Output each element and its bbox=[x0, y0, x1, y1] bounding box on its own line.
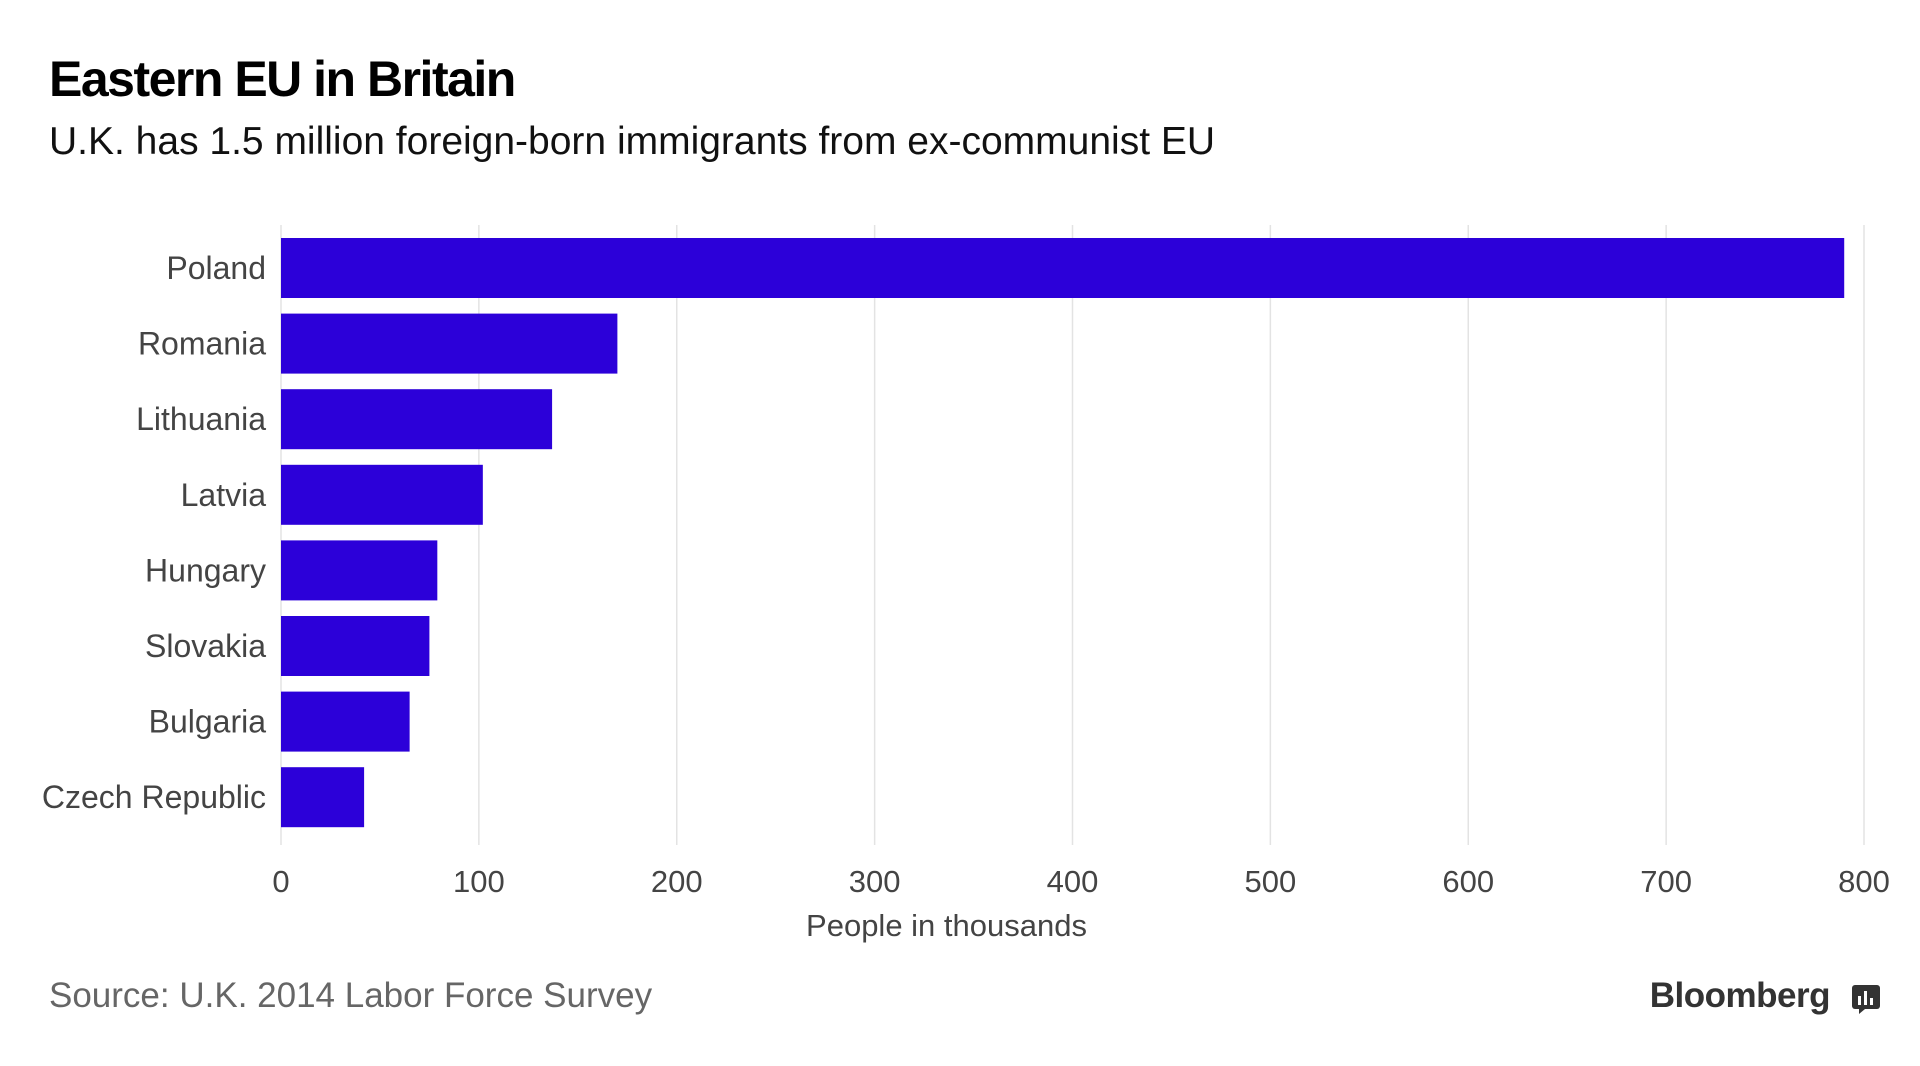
category-label: Slovakia bbox=[145, 628, 266, 664]
x-axis-label: People in thousands bbox=[806, 908, 1087, 943]
brand-logo: Bloomberg bbox=[1649, 976, 1831, 1015]
bar-bulgaria bbox=[281, 691, 410, 752]
bar-chart: 0 100 200 300 400 500 600 700 800 Poland Romania Li… bbox=[42, 225, 1890, 943]
x-tick-label: 500 bbox=[1245, 864, 1297, 899]
chart-subtitle: U.K. has 1.5 million foreign-born immigr… bbox=[49, 120, 1216, 163]
category-label: Hungary bbox=[145, 552, 266, 588]
category-label: Latvia bbox=[181, 477, 267, 513]
x-tick-label: 400 bbox=[1047, 864, 1099, 899]
category-label: Poland bbox=[166, 250, 266, 286]
category-label: Bulgaria bbox=[149, 704, 267, 740]
x-tick-label: 100 bbox=[453, 864, 505, 899]
x-tick-label: 700 bbox=[1640, 864, 1692, 899]
x-tick-label: 0 bbox=[272, 864, 289, 899]
x-tick-label: 800 bbox=[1838, 864, 1890, 899]
bar-latvia bbox=[281, 464, 483, 525]
bloomberg-chart-icon bbox=[1852, 985, 1880, 1014]
x-tick-label: 600 bbox=[1442, 864, 1494, 899]
bar-poland bbox=[281, 238, 1845, 298]
bar-romania bbox=[281, 313, 618, 374]
source-note: Source: U.K. 2014 Labor Force Survey bbox=[49, 976, 653, 1015]
chart-title: Eastern EU in Britain bbox=[49, 51, 516, 107]
category-label: Lithuania bbox=[136, 401, 266, 437]
x-tick-label: 200 bbox=[651, 864, 703, 899]
bar-hungary bbox=[281, 540, 438, 601]
bar-slovakia bbox=[281, 616, 430, 676]
bar-czech-republic bbox=[281, 767, 365, 828]
category-label: Czech Republic bbox=[42, 779, 266, 815]
bar-lithuania bbox=[281, 389, 553, 450]
x-tick-label: 300 bbox=[849, 864, 901, 899]
category-label: Romania bbox=[138, 326, 266, 362]
